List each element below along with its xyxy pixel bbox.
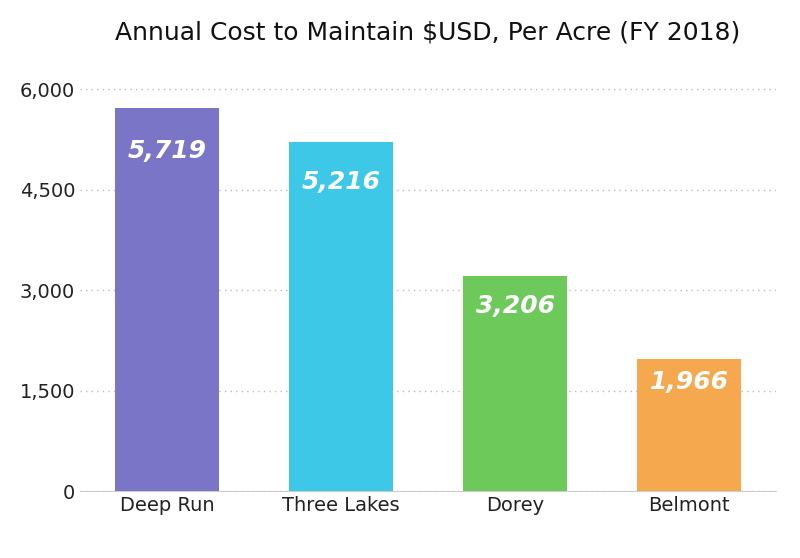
Bar	[115, 108, 219, 491]
Bar	[289, 142, 394, 491]
Bar	[637, 359, 741, 491]
Bar	[462, 276, 567, 491]
Title: Annual Cost to Maintain $USD, Per Acre (FY 2018): Annual Cost to Maintain $USD, Per Acre (…	[115, 20, 741, 44]
Text: 3,206: 3,206	[475, 294, 554, 318]
Text: 5,216: 5,216	[302, 170, 381, 194]
Text: 5,719: 5,719	[127, 139, 206, 163]
Text: 1,966: 1,966	[650, 370, 729, 394]
